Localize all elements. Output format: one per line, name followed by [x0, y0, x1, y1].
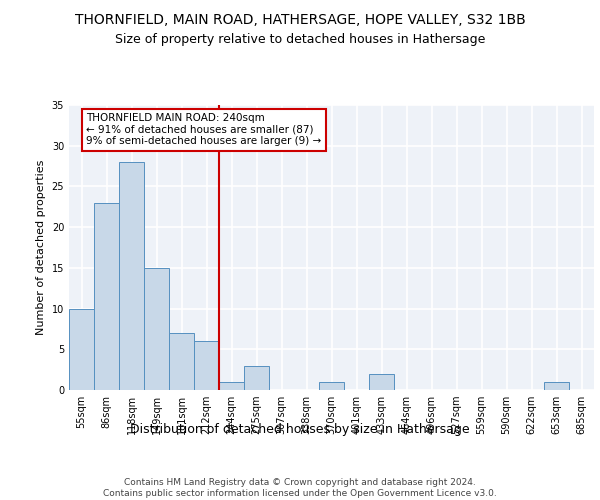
Text: THORNFIELD MAIN ROAD: 240sqm
← 91% of detached houses are smaller (87)
9% of sem: THORNFIELD MAIN ROAD: 240sqm ← 91% of de… — [86, 113, 322, 146]
Bar — [369, 374, 394, 390]
Bar — [119, 162, 144, 390]
Text: Distribution of detached houses by size in Hathersage: Distribution of detached houses by size … — [130, 422, 470, 436]
Text: Contains HM Land Registry data © Crown copyright and database right 2024.
Contai: Contains HM Land Registry data © Crown c… — [103, 478, 497, 498]
Bar — [319, 382, 344, 390]
Bar — [544, 382, 569, 390]
Bar — [169, 333, 194, 390]
Bar — [144, 268, 169, 390]
Bar — [69, 308, 94, 390]
Text: Size of property relative to detached houses in Hathersage: Size of property relative to detached ho… — [115, 32, 485, 46]
Y-axis label: Number of detached properties: Number of detached properties — [36, 160, 46, 335]
Bar — [244, 366, 269, 390]
Bar — [219, 382, 244, 390]
Bar — [194, 341, 219, 390]
Text: THORNFIELD, MAIN ROAD, HATHERSAGE, HOPE VALLEY, S32 1BB: THORNFIELD, MAIN ROAD, HATHERSAGE, HOPE … — [74, 12, 526, 26]
Bar — [94, 202, 119, 390]
